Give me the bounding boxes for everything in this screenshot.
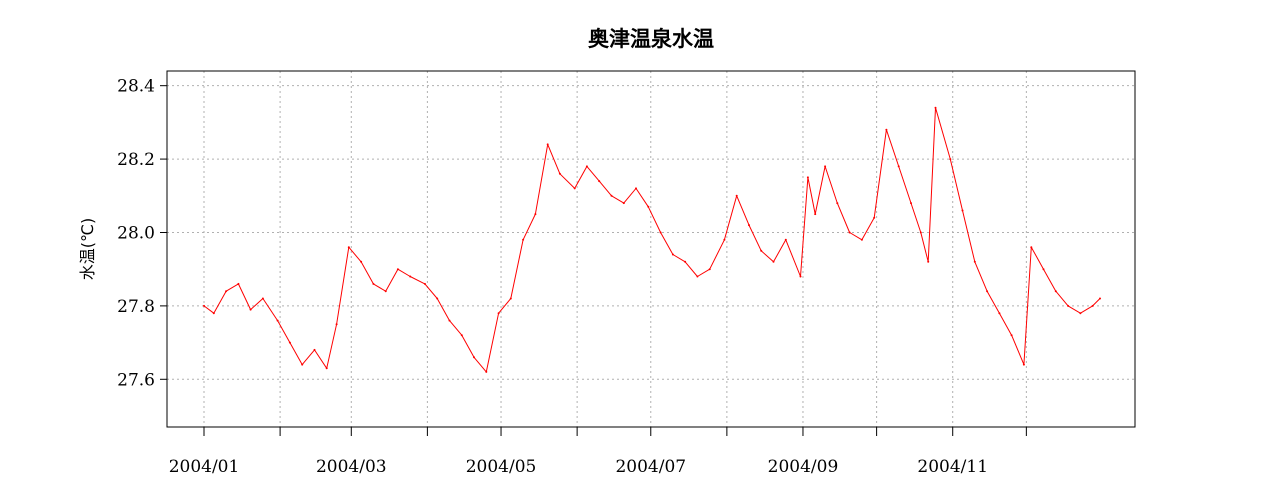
data-point [927, 260, 930, 263]
data-point [225, 290, 228, 293]
data-point [647, 205, 650, 208]
data-point [347, 246, 350, 249]
x-tick-label: 2004/11 [917, 457, 988, 477]
data-point [313, 348, 316, 351]
data-point [799, 275, 802, 278]
data-point [301, 363, 304, 366]
data-point [772, 260, 775, 263]
y-tick-label: 28.4 [117, 77, 155, 97]
data-point [360, 260, 363, 263]
x-tick-label: 2004/01 [169, 457, 240, 477]
data-point [423, 282, 426, 285]
data-point [276, 319, 279, 322]
data-point [1022, 363, 1025, 366]
data-point [610, 194, 613, 197]
data-point [760, 249, 763, 252]
data-point [860, 238, 863, 241]
data-point [237, 282, 240, 285]
data-point [910, 202, 912, 205]
grid-layer [167, 71, 1135, 427]
chart-title: 奥津温泉水温 [588, 27, 714, 51]
y-axis: 27.6 27.8 28.0 28.2 28.4 [117, 77, 167, 390]
data-point [212, 312, 215, 315]
data-point [836, 202, 839, 205]
y-tick-label: 27.6 [117, 370, 155, 390]
data-point [249, 308, 252, 311]
data-point [696, 275, 699, 278]
y-axis-label: 水温(℃) [78, 218, 97, 280]
data-point [384, 290, 387, 293]
data-point [573, 187, 576, 190]
data-point [671, 253, 674, 256]
y-tick-label: 28.0 [117, 223, 155, 243]
data-point [1079, 312, 1082, 315]
data-point [485, 370, 488, 373]
x-tick-label: 2004/03 [316, 457, 387, 477]
data-point [1010, 334, 1013, 337]
data-point [659, 231, 662, 234]
data-point [735, 194, 738, 197]
data-point [1099, 297, 1101, 300]
data-point [436, 297, 439, 300]
data-point [372, 282, 375, 285]
data-point [261, 297, 264, 300]
data-point [1067, 304, 1070, 307]
data-point [684, 260, 687, 263]
data-point [448, 319, 451, 322]
series-line [203, 107, 1101, 373]
data-point [522, 238, 525, 241]
data-point [784, 238, 787, 241]
series-layer [203, 106, 1101, 373]
data-point [1030, 246, 1033, 249]
data-point [1091, 304, 1094, 307]
data-point [534, 213, 537, 216]
data-point [723, 238, 726, 241]
data-point [598, 180, 601, 183]
data-point [558, 172, 561, 175]
data-point [460, 334, 463, 337]
data-point [325, 367, 328, 370]
data-point [848, 231, 851, 234]
x-tick-label: 2004/05 [466, 457, 537, 477]
data-point [998, 312, 1001, 315]
data-point [473, 356, 475, 359]
data-point [497, 312, 500, 315]
data-point [622, 202, 625, 205]
data-point [203, 304, 205, 307]
data-point [806, 176, 809, 179]
data-point [1042, 268, 1045, 271]
data-point [396, 268, 399, 271]
y-tick-label: 28.2 [117, 150, 155, 170]
data-point [288, 341, 291, 344]
data-point [961, 209, 964, 212]
data-point [708, 268, 711, 271]
x-axis: 2004/01 2004/03 2004/05 2004/07 2004/09 2004/… [169, 427, 1027, 477]
data-point [873, 216, 876, 219]
data-point [585, 165, 588, 168]
data-point [335, 323, 338, 326]
y-tick-label: 27.8 [117, 297, 155, 317]
data-point [973, 260, 976, 263]
data-point [635, 187, 637, 190]
data-point [986, 290, 989, 293]
plot-frame [166, 70, 1136, 428]
data-point [546, 143, 549, 146]
data-point [934, 106, 937, 109]
data-point [748, 224, 750, 227]
data-point [897, 165, 900, 168]
data-point [919, 231, 922, 234]
data-point [409, 275, 412, 278]
data-point [1054, 290, 1057, 293]
x-tick-label: 2004/09 [768, 457, 839, 477]
x-tick-label: 2004/07 [615, 457, 686, 477]
data-point [814, 213, 817, 216]
data-point [885, 128, 888, 131]
data-point [824, 165, 827, 168]
data-point [949, 158, 952, 161]
data-point [509, 297, 512, 300]
